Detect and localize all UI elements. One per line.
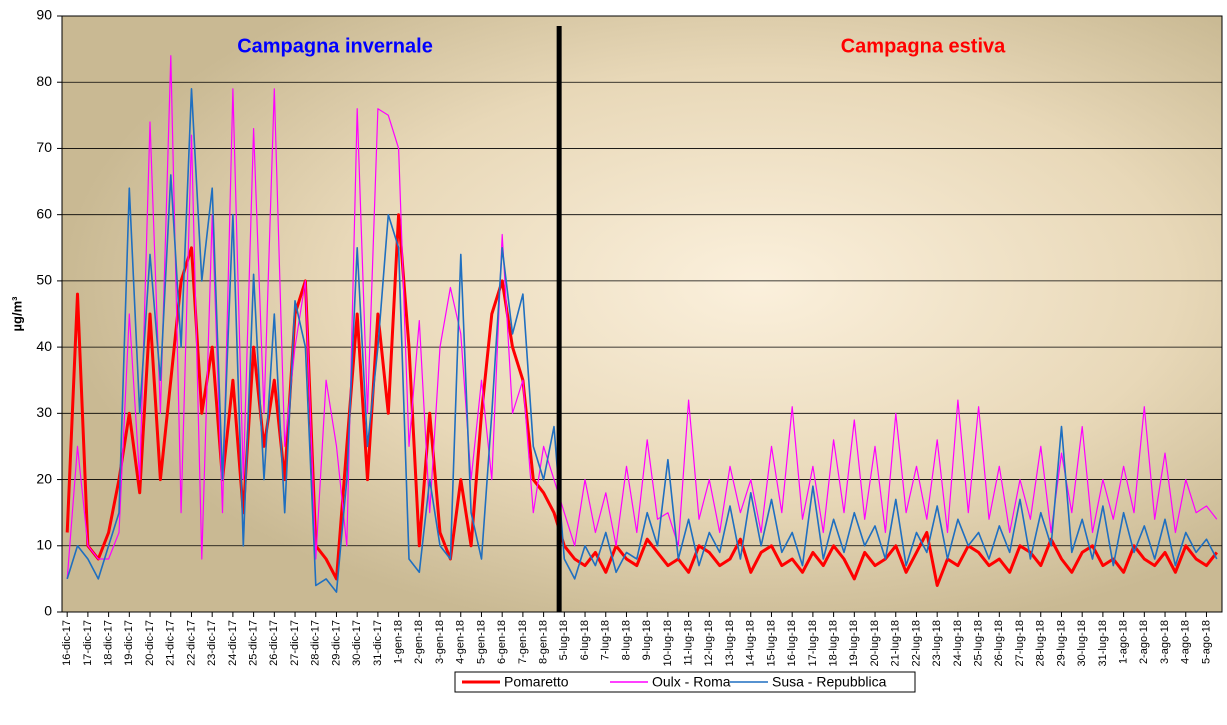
x-tick-label: 6-gen-18 (496, 620, 508, 664)
x-tick-label: 22-lug-18 (910, 620, 922, 666)
series-line (66, 55, 1218, 579)
y-tick-label: 0 (44, 603, 52, 619)
x-tick-label: 22-dic-17 (185, 620, 197, 666)
x-tick-label: 8-gen-18 (538, 620, 550, 664)
x-tick-label: 2-gen-18 (413, 620, 425, 664)
x-tick-label: 29-lug-18 (1055, 620, 1067, 666)
series-line (65, 213, 1218, 587)
x-tick-label: 2-ago-18 (1138, 620, 1150, 664)
x-tick-label: 4-gen-18 (455, 620, 467, 664)
x-tick-label: 5-gen-18 (475, 620, 487, 664)
x-tick-label: 7-lug-18 (600, 620, 612, 660)
x-tick-label: 14-lug-18 (745, 620, 757, 666)
x-tick-label: 18-lug-18 (828, 620, 840, 666)
x-tick-label: 31-lug-18 (1097, 620, 1109, 666)
x-tick-label: 13-lug-18 (724, 620, 736, 666)
x-tick-label: 11-lug-18 (683, 620, 695, 666)
x-tick-label: 29-dic-17 (330, 620, 342, 666)
y-tick-label: 90 (36, 7, 52, 23)
x-tick-label: 21-dic-17 (165, 620, 177, 666)
x-tick-label: 28-lug-18 (1035, 620, 1047, 666)
x-tick-label: 17-lug-18 (807, 620, 819, 666)
legend-label: Susa - Repubblica (772, 674, 887, 690)
x-tick-label: 4-ago-18 (1180, 620, 1192, 664)
x-tick-label: 31-dic-17 (372, 620, 384, 666)
x-tick-label: 27-lug-18 (1014, 620, 1026, 666)
x-tick-label: 12-lug-18 (703, 620, 715, 666)
y-tick-label: 30 (36, 404, 52, 420)
x-tick-label: 10-lug-18 (662, 620, 674, 666)
x-tick-label: 23-dic-17 (206, 620, 218, 666)
x-tick-label: 20-lug-18 (869, 620, 881, 666)
x-tick-label: 18-dic-17 (103, 620, 115, 666)
y-tick-label: 20 (36, 470, 52, 486)
x-tick-label: 15-lug-18 (765, 620, 777, 666)
x-tick-label: 7-gen-18 (517, 620, 529, 664)
annotation: Campagna invernale (237, 35, 433, 57)
x-tick-label: 6-lug-18 (579, 620, 591, 660)
x-tick-label: 16-dic-17 (61, 620, 73, 666)
x-tick-label: 17-dic-17 (82, 620, 94, 666)
x-tick-label: 26-dic-17 (268, 620, 280, 666)
legend-label: Oulx - Roma (652, 674, 731, 690)
x-tick-label: 19-lug-18 (848, 620, 860, 666)
x-tick-label: 26-lug-18 (993, 620, 1005, 666)
x-tick-label: 28-dic-17 (310, 620, 322, 666)
x-tick-label: 5-ago-18 (1200, 620, 1212, 664)
x-tick-label: 5-lug-18 (558, 620, 570, 660)
x-tick-label: 25-dic-17 (248, 620, 260, 666)
x-tick-label: 1-ago-18 (1118, 620, 1130, 664)
x-tick-label: 24-dic-17 (227, 620, 239, 666)
x-tick-label: 16-lug-18 (786, 620, 798, 666)
x-tick-label: 1-gen-18 (393, 620, 405, 664)
x-tick-label: 25-lug-18 (973, 620, 985, 666)
x-tick-label: 3-ago-18 (1159, 620, 1171, 664)
x-tick-label: 8-lug-18 (620, 620, 632, 660)
x-tick-label: 21-lug-18 (890, 620, 902, 666)
y-axis-label: µg/m³ (9, 296, 24, 332)
x-tick-label: 27-dic-17 (289, 620, 301, 666)
x-tick-label: 30-lug-18 (1076, 620, 1088, 666)
x-tick-label: 24-lug-18 (952, 620, 964, 666)
y-tick-label: 60 (36, 205, 52, 221)
y-tick-label: 40 (36, 338, 52, 354)
x-tick-label: 23-lug-18 (931, 620, 943, 666)
y-tick-label: 10 (36, 536, 52, 552)
y-tick-label: 70 (36, 139, 52, 155)
series-line (66, 88, 1218, 593)
annotation: Campagna estiva (841, 35, 1006, 57)
y-tick-label: 50 (36, 272, 52, 288)
x-tick-label: 30-dic-17 (351, 620, 363, 666)
legend-label: Pomaretto (504, 674, 569, 690)
x-tick-label: 3-gen-18 (434, 620, 446, 664)
x-tick-label: 20-dic-17 (144, 620, 156, 666)
x-tick-label: 19-dic-17 (123, 620, 135, 666)
y-tick-label: 80 (36, 73, 52, 89)
legend (454, 671, 916, 693)
x-tick-label: 9-lug-18 (641, 620, 653, 660)
